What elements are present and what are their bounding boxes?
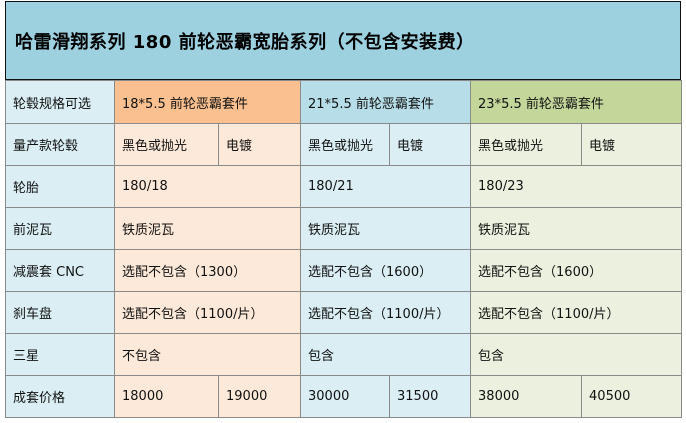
triple-23: 包含 — [470, 333, 683, 376]
fender-23: 铁质泥瓦 — [470, 207, 683, 250]
tire-18: 180/18 — [113, 165, 302, 208]
price-row: 成套价格 18000 19000 30000 31500 38000 40500 — [5, 375, 683, 418]
wheel-label: 量产款轮毂 — [5, 123, 115, 166]
brake-label: 刹车盘 — [5, 291, 115, 334]
brake-23: 选配不包含（1100/片） — [470, 291, 683, 334]
price-21-chrome: 31500 — [389, 375, 472, 418]
tire-label: 轮胎 — [5, 165, 115, 208]
fender-21: 铁质泥瓦 — [300, 207, 472, 250]
wheel-23-chrome: 电镀 — [581, 123, 683, 166]
spec-row: 轮毂规格可选 18*5.5 前轮恶霸套件 21*5.5 前轮恶霸套件 23*5.… — [5, 80, 683, 124]
wheel-18-chrome: 电镀 — [217, 123, 302, 166]
triple-18: 不包含 — [113, 333, 302, 376]
price-23-black: 38000 — [470, 375, 583, 418]
spec-18-kit: 18*5.5 前轮恶霸套件 — [113, 80, 302, 124]
wheel-21-chrome: 电镀 — [389, 123, 472, 166]
shock-label: 减震套 CNC — [5, 249, 115, 292]
wheel-row: 量产款轮毂 黑色或抛光 电镀 黑色或抛光 电镀 黑色或抛光 电镀 — [5, 123, 683, 166]
tire-21: 180/21 — [300, 165, 472, 208]
spec-label: 轮毂规格可选 — [5, 80, 115, 124]
tire-row: 轮胎 180/18 180/21 180/23 — [5, 165, 683, 208]
brake-18: 选配不包含（1100/片） — [113, 291, 302, 334]
price-label: 成套价格 — [5, 375, 115, 418]
price-18-chrome: 19000 — [217, 375, 302, 418]
price-18-black: 18000 — [114, 375, 219, 418]
price-21-black: 30000 — [300, 375, 391, 418]
price-table: 轮毂规格可选 18*5.5 前轮恶霸套件 21*5.5 前轮恶霸套件 23*5.… — [5, 80, 683, 418]
shock-23: 选配不包含（1600） — [470, 249, 683, 292]
brake-21: 选配不包含（1100/片） — [300, 291, 472, 334]
triple-row: 三星 不包含 包含 包含 — [5, 333, 683, 376]
spec-21-kit: 21*5.5 前轮恶霸套件 — [300, 80, 472, 124]
shock-row: 减震套 CNC 选配不包含（1300） 选配不包含（1600） 选配不包含（16… — [5, 249, 683, 292]
shock-18: 选配不包含（1300） — [113, 249, 302, 292]
triple-label: 三星 — [5, 333, 115, 376]
brake-row: 刹车盘 选配不包含（1100/片） 选配不包含（1100/片） 选配不包含（11… — [5, 291, 683, 334]
spec-23-kit: 23*5.5 前轮恶霸套件 — [470, 80, 683, 124]
price-23-chrome: 40500 — [581, 375, 683, 418]
fender-label: 前泥瓦 — [5, 207, 115, 250]
wheel-18-black: 黑色或抛光 — [114, 123, 219, 166]
wheel-23-black: 黑色或抛光 — [470, 123, 583, 166]
fender-18: 铁质泥瓦 — [113, 207, 302, 250]
triple-21: 包含 — [300, 333, 472, 376]
fender-row: 前泥瓦 铁质泥瓦 铁质泥瓦 铁质泥瓦 — [5, 207, 683, 250]
shock-21: 选配不包含（1600） — [300, 249, 472, 292]
wheel-21-black: 黑色或抛光 — [300, 123, 391, 166]
tire-23: 180/23 — [470, 165, 683, 208]
sheet-title: 哈雷滑翔系列 180 前轮恶霸宽胎系列（不包含安装费） — [5, 1, 681, 80]
